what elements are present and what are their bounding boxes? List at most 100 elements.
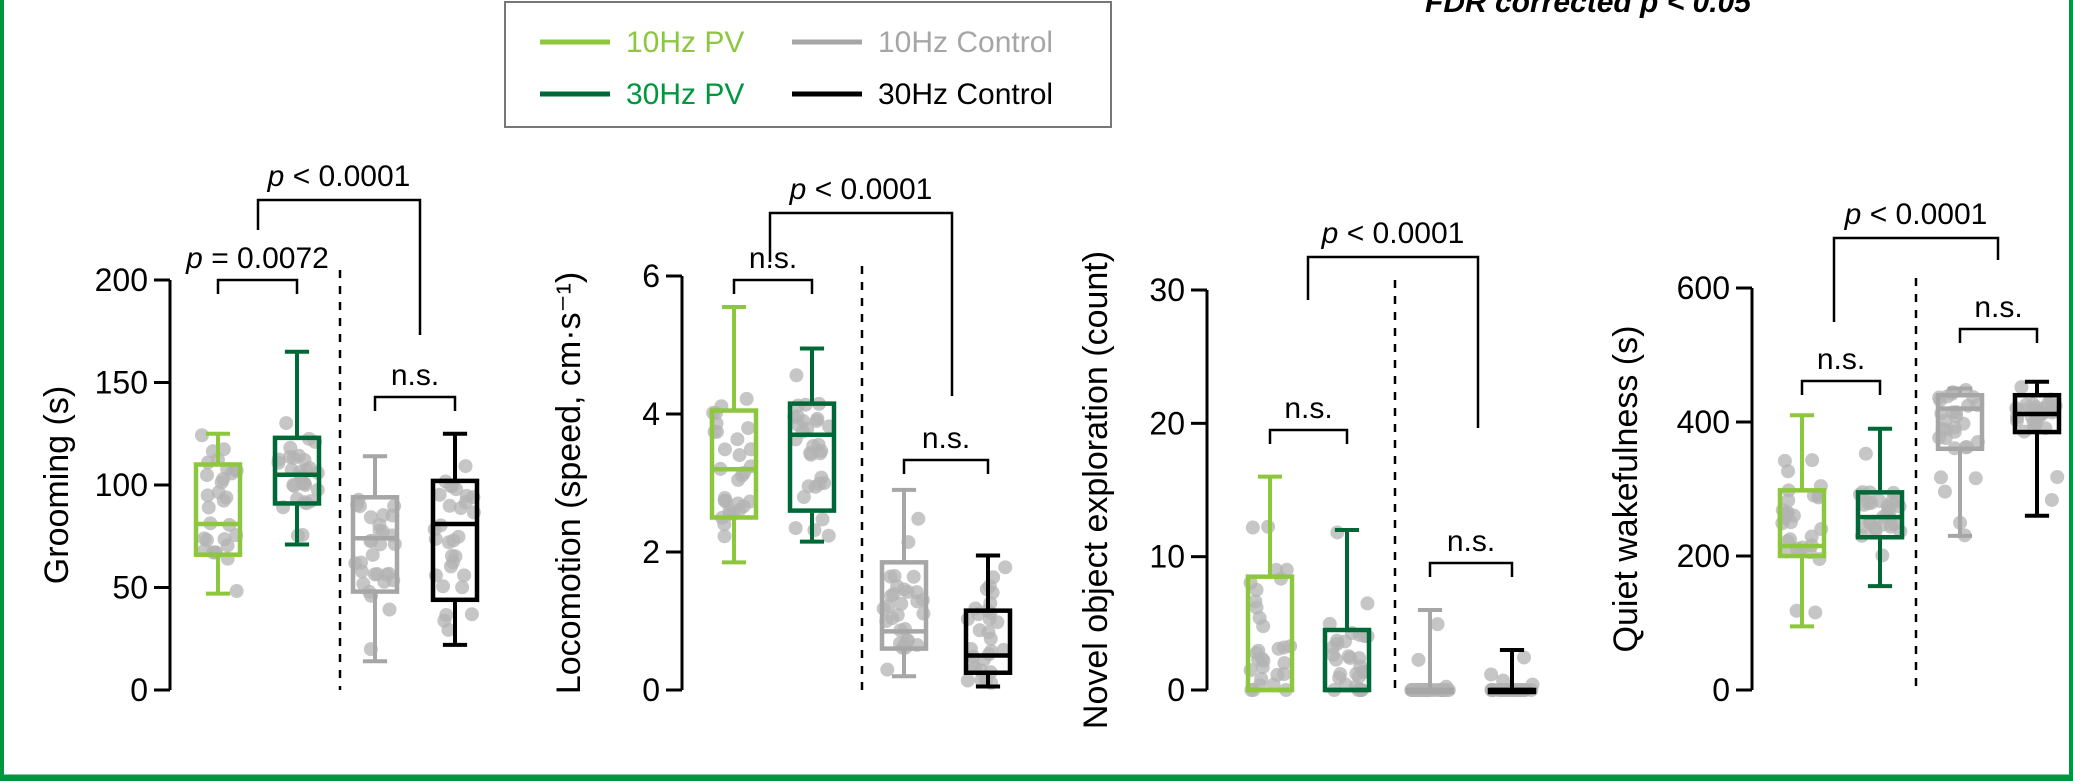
y-tick-label: 30 bbox=[1149, 272, 1185, 308]
y-tick-label: 200 bbox=[1677, 538, 1730, 574]
significance-bracket bbox=[1800, 379, 1882, 395]
y-axis-label: Novel object exploration (count) bbox=[1077, 251, 1115, 729]
data-point bbox=[216, 442, 231, 457]
data-point bbox=[717, 442, 732, 457]
y-tick-label: 0 bbox=[130, 672, 148, 708]
y-tick-label: 4 bbox=[642, 396, 660, 432]
data-point bbox=[1332, 670, 1347, 685]
data-point bbox=[1937, 484, 1952, 499]
data-point bbox=[916, 606, 931, 621]
data-point bbox=[445, 555, 460, 570]
data-point bbox=[200, 468, 215, 483]
y-axis-label: Locomotion (speed, cm·s⁻¹) bbox=[550, 272, 588, 694]
data-point bbox=[1330, 525, 1345, 540]
data-point bbox=[229, 584, 244, 599]
data-point bbox=[717, 529, 732, 544]
data-point bbox=[441, 535, 456, 550]
box-iqr bbox=[963, 608, 1013, 676]
box-2 bbox=[1322, 525, 1375, 697]
data-point bbox=[1938, 413, 1953, 428]
data-point bbox=[1256, 653, 1271, 668]
data-point bbox=[1875, 548, 1890, 563]
data-point bbox=[730, 432, 745, 447]
data-point bbox=[974, 673, 989, 688]
box-1 bbox=[1775, 413, 1829, 629]
data-point bbox=[464, 607, 479, 622]
box-4 bbox=[2009, 379, 2065, 518]
y-tick-label: 150 bbox=[95, 365, 148, 401]
significance-label: n.s. bbox=[391, 359, 439, 392]
box-iqr bbox=[1855, 490, 1905, 540]
panel-2: 0 2 4 6 Locomotion (speed, cm·s⁻¹) n.s. n.s. p … bbox=[550, 173, 1013, 708]
y-tick-label: 20 bbox=[1149, 405, 1185, 441]
data-point bbox=[788, 521, 803, 536]
y-tick-label: 600 bbox=[1677, 270, 1730, 306]
box-1 bbox=[1243, 474, 1298, 697]
box-3 bbox=[1404, 608, 1456, 697]
data-point bbox=[458, 459, 473, 474]
significance-bracket bbox=[732, 278, 814, 294]
box-iqr bbox=[430, 478, 480, 603]
significance-label-main: p < 0.0001 bbox=[1844, 198, 1988, 231]
significance-bracket bbox=[1958, 327, 2039, 343]
data-point bbox=[1808, 605, 1823, 620]
data-point bbox=[1484, 667, 1499, 682]
data-point bbox=[224, 466, 239, 481]
data-point bbox=[1337, 634, 1352, 649]
significance-bracket-main bbox=[256, 198, 422, 335]
significance-bracket-main bbox=[1306, 255, 1480, 428]
data-point bbox=[211, 485, 226, 500]
data-point bbox=[881, 599, 896, 614]
significance-label: n.s. bbox=[1974, 291, 2022, 324]
legend-label-10hz-pv: 10Hz PV bbox=[626, 26, 744, 59]
data-point bbox=[807, 523, 822, 538]
data-point bbox=[960, 673, 975, 688]
y-tick-label: 50 bbox=[112, 570, 148, 606]
box-3 bbox=[876, 487, 931, 679]
data-point bbox=[981, 625, 996, 640]
box-3 bbox=[348, 454, 402, 664]
data-point bbox=[1411, 652, 1426, 667]
data-point bbox=[894, 596, 909, 611]
box-4 bbox=[1484, 648, 1540, 697]
data-point bbox=[2050, 470, 2065, 485]
significance-label: n.s. bbox=[1817, 343, 1865, 376]
legend-box bbox=[504, 1, 1112, 128]
data-point bbox=[286, 478, 301, 493]
data-point bbox=[1360, 596, 1375, 611]
data-point bbox=[1783, 532, 1798, 547]
data-point bbox=[815, 512, 830, 527]
data-point bbox=[1245, 520, 1260, 535]
data-point bbox=[455, 580, 470, 595]
data-point bbox=[883, 569, 898, 584]
data-point bbox=[372, 523, 387, 538]
data-point bbox=[458, 495, 473, 510]
data-point bbox=[435, 579, 450, 594]
data-point bbox=[1277, 656, 1292, 671]
data-point bbox=[2041, 396, 2056, 411]
y-tick-label: 0 bbox=[1167, 672, 1185, 708]
data-point bbox=[717, 517, 732, 532]
data-point bbox=[1277, 667, 1292, 682]
legend-label-30hz-pv: 30Hz PV bbox=[626, 78, 744, 111]
data-point bbox=[1279, 562, 1294, 577]
y-tick-label: 100 bbox=[95, 467, 148, 503]
box-2 bbox=[1852, 426, 1908, 589]
data-point bbox=[739, 391, 754, 406]
box-iqr bbox=[879, 560, 929, 651]
y-tick-label: 10 bbox=[1149, 539, 1185, 575]
data-point bbox=[1868, 521, 1883, 536]
box-iqr bbox=[787, 401, 837, 513]
data-point bbox=[449, 482, 464, 497]
data-point bbox=[200, 488, 215, 503]
fdr-note: FDR corrected p < 0.05 bbox=[1425, 0, 1752, 19]
significance-bracket bbox=[1268, 428, 1349, 444]
significance-label-main: p < 0.0001 bbox=[789, 173, 933, 206]
box-iqr bbox=[193, 462, 243, 557]
legend-label-10hz-control: 10Hz Control bbox=[878, 26, 1053, 59]
box-2 bbox=[787, 346, 837, 544]
data-point bbox=[365, 547, 380, 562]
data-point bbox=[1933, 470, 1948, 485]
data-point bbox=[821, 528, 836, 543]
